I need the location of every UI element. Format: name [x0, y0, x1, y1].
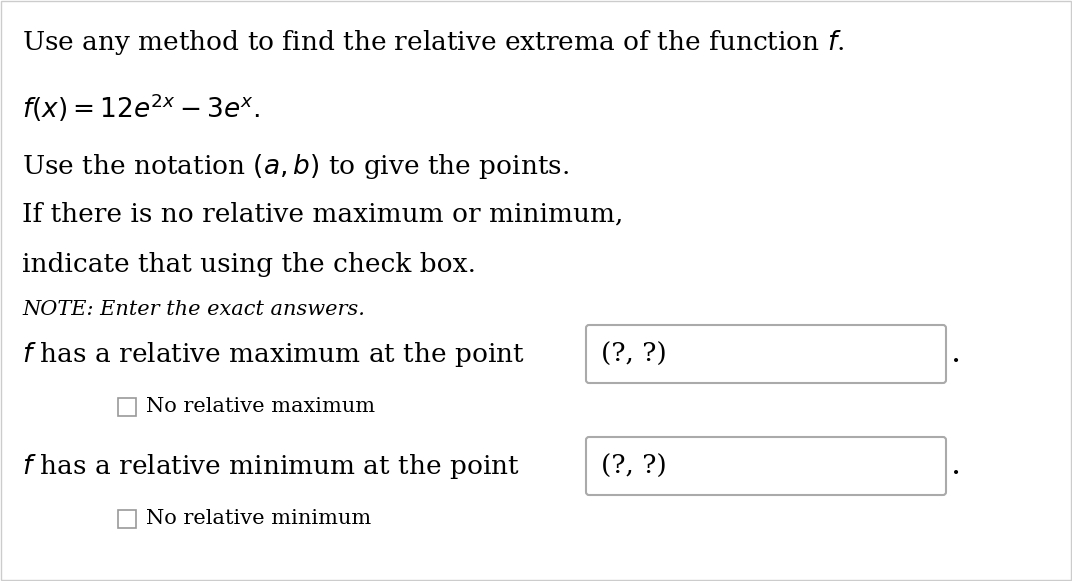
FancyBboxPatch shape	[586, 437, 946, 495]
Text: indicate that using the check box.: indicate that using the check box.	[23, 252, 476, 277]
Text: $f(x) = 12e^{2x} - 3e^{x}.$: $f(x) = 12e^{2x} - 3e^{x}.$	[23, 92, 260, 124]
Text: .: .	[951, 339, 962, 370]
Text: $f$ has a relative maximum at the point: $f$ has a relative maximum at the point	[23, 340, 525, 369]
FancyBboxPatch shape	[118, 510, 136, 528]
Text: If there is no relative maximum or minimum,: If there is no relative maximum or minim…	[23, 202, 624, 227]
Text: $f$ has a relative minimum at the point: $f$ has a relative minimum at the point	[23, 452, 520, 481]
Text: Use the notation $(a, b)$ to give the points.: Use the notation $(a, b)$ to give the po…	[23, 152, 569, 181]
Text: No relative maximum: No relative maximum	[146, 397, 375, 417]
Text: Use any method to find the relative extrema of the function $f$.: Use any method to find the relative extr…	[23, 28, 845, 57]
Text: (?, ?): (?, ?)	[601, 342, 667, 367]
FancyBboxPatch shape	[586, 325, 946, 383]
Text: NOTE: Enter the exact answers.: NOTE: Enter the exact answers.	[23, 300, 364, 319]
Text: .: .	[951, 450, 962, 482]
FancyBboxPatch shape	[118, 398, 136, 416]
Text: (?, ?): (?, ?)	[601, 454, 667, 479]
Text: No relative minimum: No relative minimum	[146, 510, 371, 529]
